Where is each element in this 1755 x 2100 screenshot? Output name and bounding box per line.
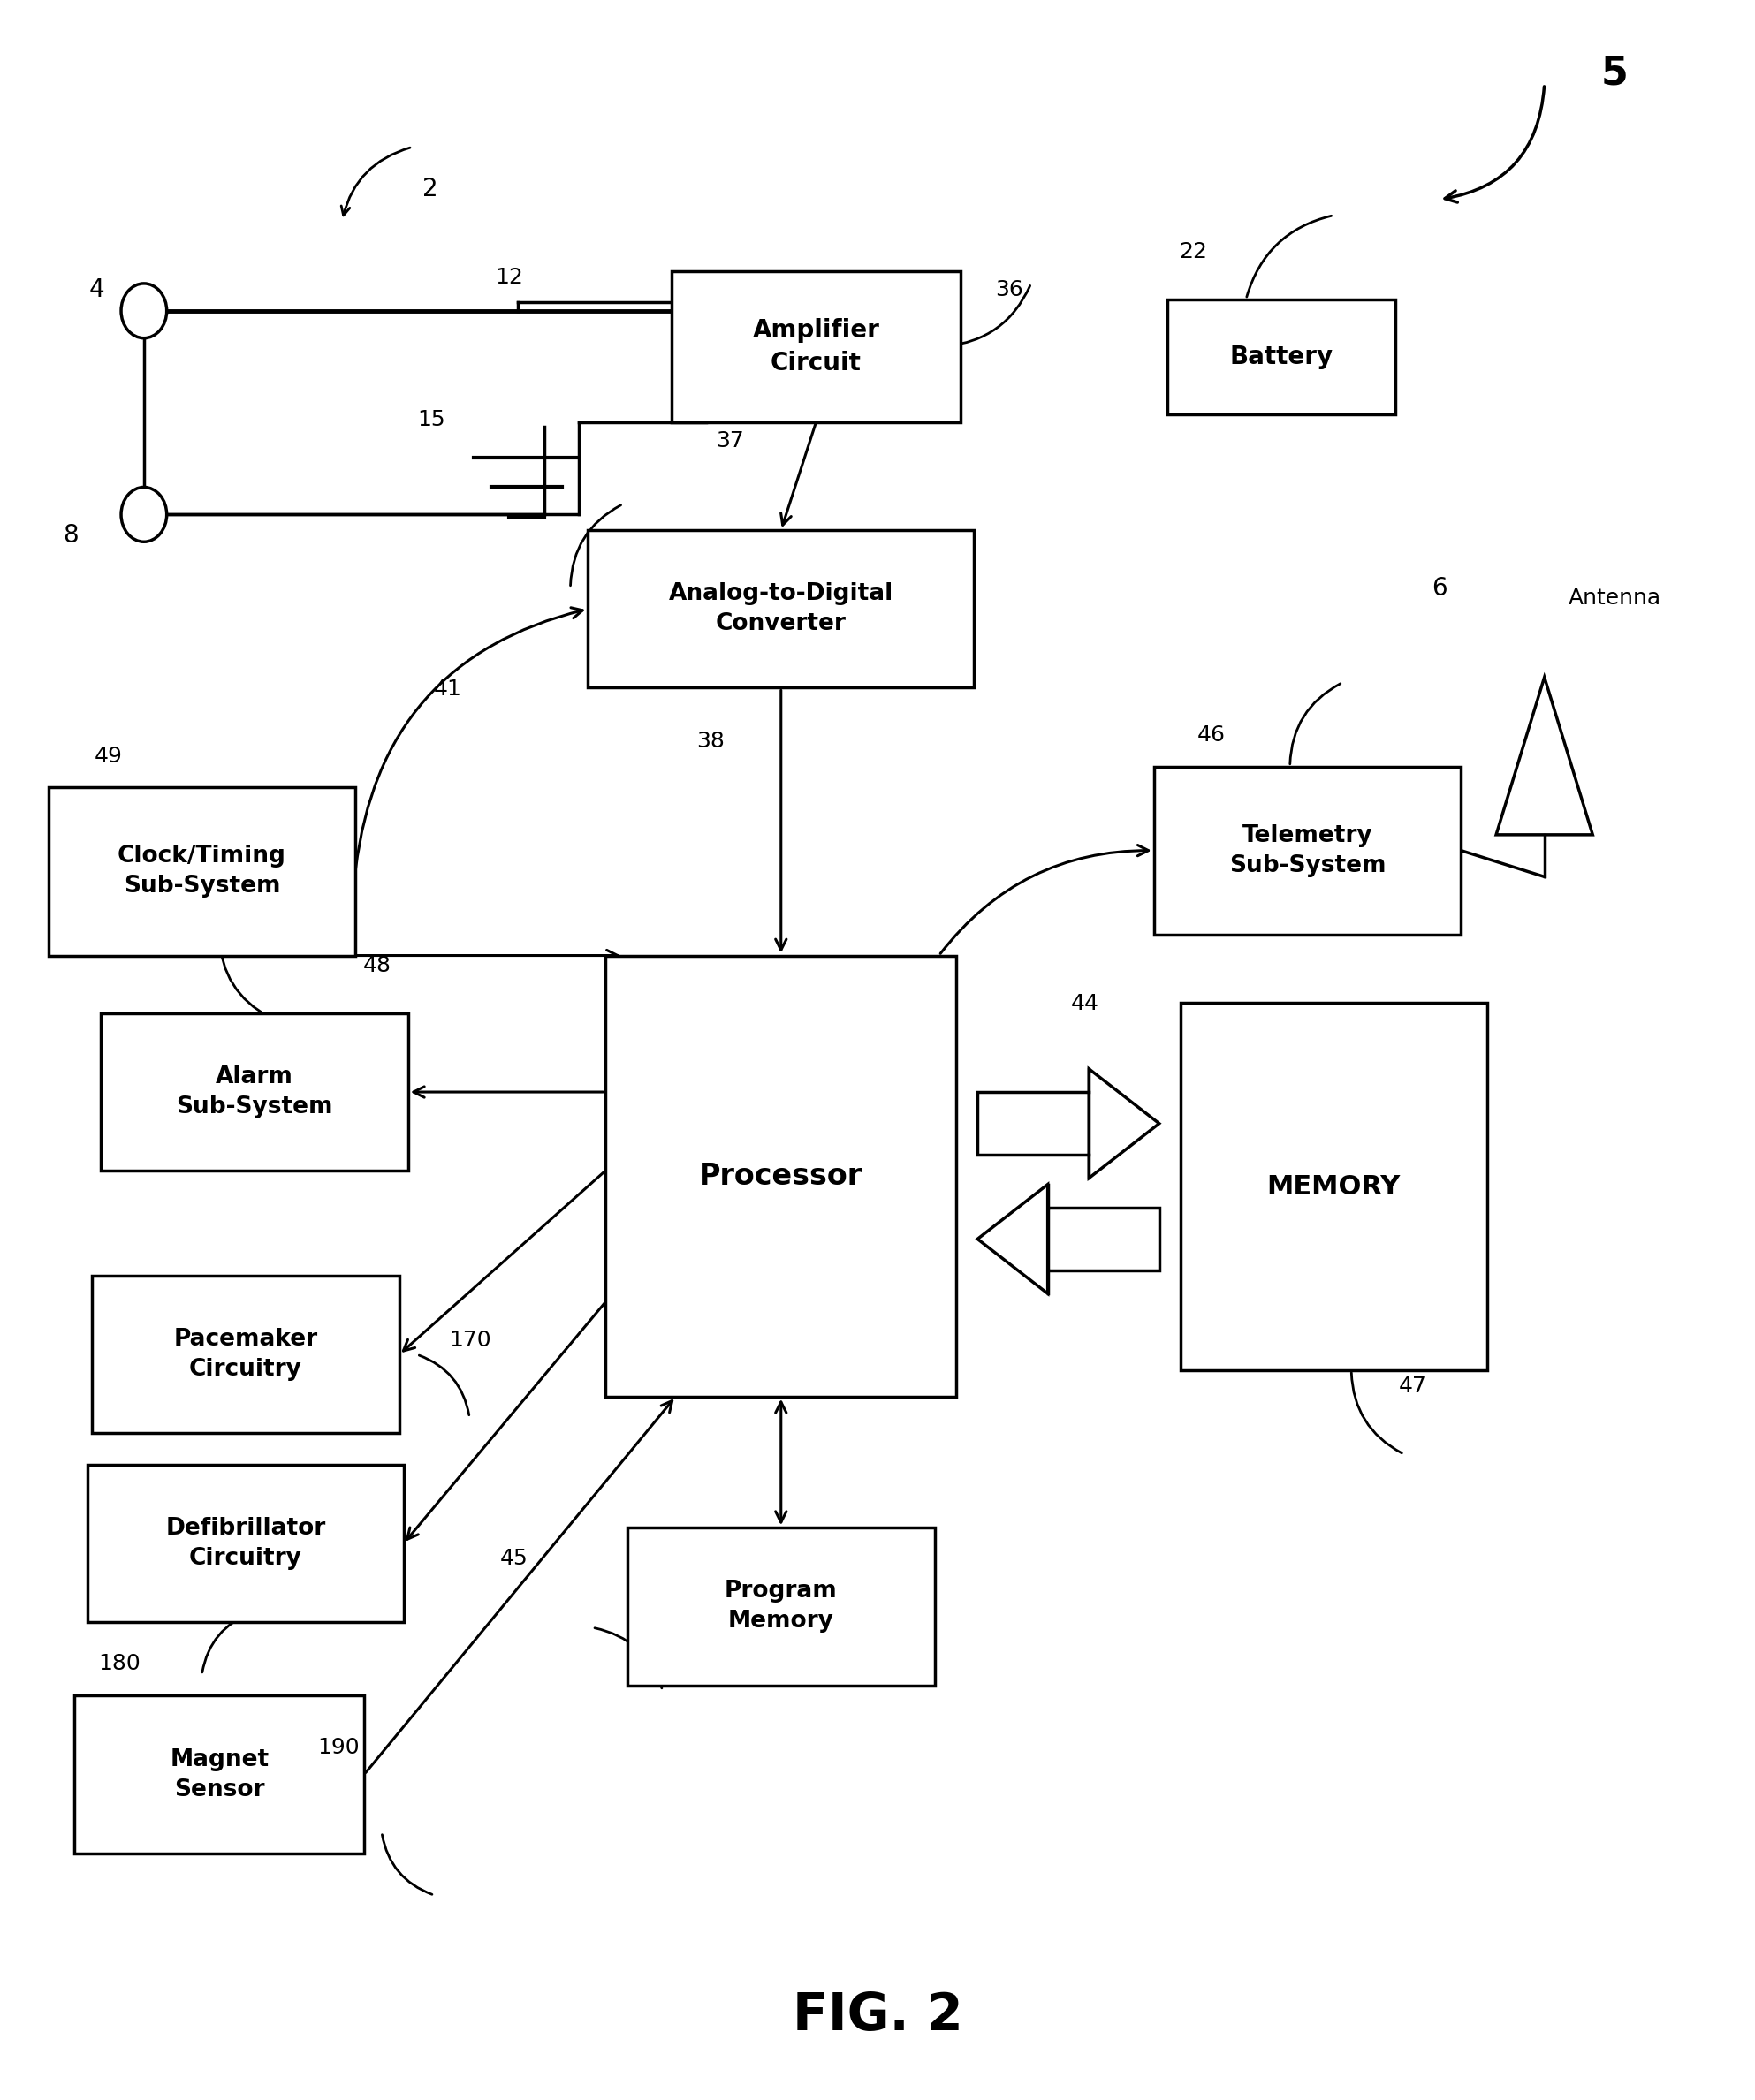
Text: Processor: Processor (698, 1161, 863, 1191)
Bar (74, 1697, 365, 1854)
Text: 22: 22 (1179, 242, 1207, 262)
Text: MEMORY: MEMORY (1267, 1174, 1400, 1199)
Text: Clock/Timing
Sub-System: Clock/Timing Sub-System (118, 844, 286, 899)
Text: Alarm
Sub-System: Alarm Sub-System (176, 1065, 333, 1119)
Text: Program
Memory: Program Memory (725, 1579, 837, 1634)
Text: 49: 49 (95, 745, 123, 766)
Text: Magnet
Sensor: Magnet Sensor (170, 1747, 269, 1802)
Text: 15: 15 (418, 410, 446, 430)
Text: 37: 37 (716, 430, 744, 452)
Text: Pacemaker
Circuitry: Pacemaker Circuitry (174, 1327, 318, 1382)
Text: Defibrillator
Circuitry: Defibrillator Circuitry (165, 1516, 326, 1571)
Text: Telemetry
Sub-System: Telemetry Sub-System (1228, 823, 1386, 878)
Text: 5: 5 (1601, 55, 1629, 92)
Bar (605, 956, 956, 1397)
Text: 48: 48 (363, 956, 391, 977)
Text: 6: 6 (1432, 575, 1446, 601)
Text: 47: 47 (1399, 1376, 1427, 1397)
Bar (978, 1092, 1088, 1155)
Bar (100, 1014, 407, 1172)
Text: 8: 8 (63, 523, 77, 548)
Text: 180: 180 (98, 1653, 140, 1674)
Text: Amplifier
Circuit: Amplifier Circuit (753, 317, 879, 376)
Text: Analog-to-Digital
Converter: Analog-to-Digital Converter (669, 582, 893, 636)
Bar (93, 1275, 400, 1432)
Bar (1179, 1004, 1486, 1369)
Text: 44: 44 (1071, 993, 1099, 1014)
Bar (1048, 1208, 1158, 1270)
Text: FIG. 2: FIG. 2 (792, 1991, 963, 2041)
Bar (49, 788, 355, 956)
Text: 12: 12 (495, 267, 523, 288)
Bar (588, 531, 974, 689)
Bar (628, 1529, 935, 1684)
Bar (1167, 298, 1395, 416)
Text: 38: 38 (697, 731, 725, 752)
Bar (88, 1466, 404, 1621)
Text: 46: 46 (1197, 724, 1225, 745)
Text: 4: 4 (90, 277, 104, 302)
Text: Battery: Battery (1230, 344, 1332, 370)
Text: 45: 45 (500, 1548, 528, 1569)
Bar (1155, 766, 1460, 935)
Text: 41: 41 (433, 678, 462, 699)
Bar (670, 271, 962, 422)
Text: 190: 190 (318, 1737, 360, 1758)
Text: 2: 2 (423, 176, 437, 202)
Text: Antenna: Antenna (1569, 588, 1660, 609)
Text: 170: 170 (449, 1329, 491, 1350)
Text: 36: 36 (995, 279, 1023, 300)
